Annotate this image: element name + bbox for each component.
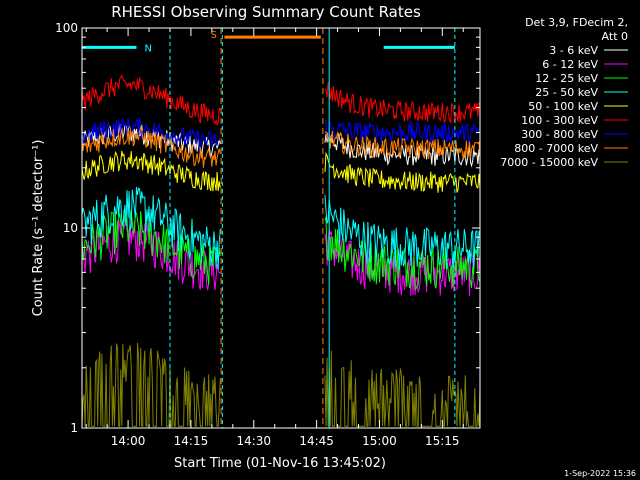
legend-entry-label-4: 50 - 100 keV	[528, 100, 598, 113]
series-5	[81, 74, 481, 127]
legend-header-line-1: Det 3,9, FDecim 2,	[525, 16, 628, 29]
legend-entry-label-0: 3 - 6 keV	[549, 44, 598, 57]
series-3	[81, 186, 481, 270]
x-axis-label: Start Time (01-Nov-16 13:45:02)	[174, 456, 386, 471]
series-1-segment-1	[324, 229, 481, 297]
x-tick-label-0: 14:00	[111, 434, 146, 448]
series-2-segment-0	[81, 210, 221, 286]
series-5-segment-0	[81, 74, 221, 127]
series-6	[81, 117, 481, 152]
flag-bar-label-1: S	[210, 30, 216, 41]
flag-bar-label-0: N	[144, 43, 151, 54]
y-tick-label-0: 1	[70, 421, 78, 435]
series-3-segment-0	[81, 186, 221, 270]
axes: 1 10 100 14:00 14:15 14:30 14:45 15:00 15:15	[55, 21, 481, 448]
x-tick-label-4: 15:00	[362, 434, 397, 448]
series-8	[81, 342, 481, 427]
series-7-segment-0	[81, 125, 221, 168]
generation-timestamp: 1-Sep-2022 15:36	[564, 469, 636, 478]
y-tick-label-2: 100	[55, 21, 78, 35]
legend-entry-label-1: 6 - 12 keV	[542, 58, 598, 71]
x-tick-label-3: 14:45	[299, 434, 334, 448]
series-4-segment-1	[324, 151, 481, 193]
y-axis-label: Count Rate (s⁻¹ detector⁻¹)	[31, 140, 46, 317]
legend-entry-label-6: 300 - 800 keV	[521, 128, 598, 141]
series-4	[81, 150, 481, 193]
series-7-segment-1	[324, 130, 481, 160]
series-1-segment-0	[81, 218, 221, 291]
x-tick-label-5: 15:15	[425, 434, 460, 448]
series-5-segment-1	[324, 81, 481, 124]
series-3-segment-1	[324, 194, 481, 270]
series-7	[81, 125, 481, 168]
chart-title: RHESSI Observing Summary Count Rates	[111, 3, 421, 21]
x-tick-label-2: 14:30	[236, 434, 271, 448]
series-8-segment-0	[81, 342, 221, 427]
plot-area: NS	[81, 28, 481, 428]
x-tick-label-1: 14:15	[174, 434, 209, 448]
legend-entry-label-2: 12 - 25 keV	[535, 72, 598, 85]
series-8-segment-1	[324, 350, 481, 427]
y-tick-label-1: 10	[63, 221, 78, 235]
legend-entry-label-7: 800 - 7000 keV	[514, 142, 598, 155]
legend-entry-label-8: 7000 - 15000 keV	[500, 156, 598, 169]
legend-header-line-2: Att 0	[602, 30, 628, 43]
series-6-segment-0	[81, 117, 221, 152]
series-4-segment-0	[81, 150, 221, 192]
series-1	[81, 218, 481, 297]
legend-entry-label-5: 100 - 300 keV	[521, 114, 598, 127]
legend-entry-label-3: 25 - 50 keV	[535, 86, 598, 99]
series-6-segment-1	[324, 119, 481, 144]
